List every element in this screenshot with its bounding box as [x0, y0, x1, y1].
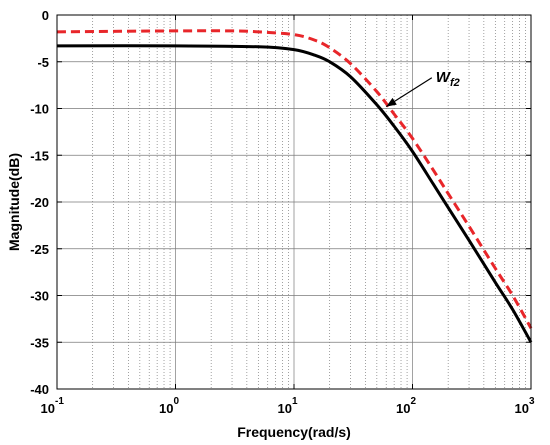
x-tick-label: 10 -1: [41, 396, 65, 416]
tick-marks: [56, 14, 532, 390]
y-tick-label: -25: [30, 242, 49, 257]
annotation-layer: Wf2: [385, 69, 460, 108]
annotation-text: W: [436, 69, 452, 86]
series-line-2: [56, 29, 533, 329]
x-tick-labels: 10 -1 10 0 10 1 10 2 10 3: [41, 396, 535, 416]
x-tick-label: 10 3: [515, 396, 535, 416]
annotation-arrow-head: [386, 97, 397, 107]
y-tick-label: -10: [30, 102, 49, 117]
annotation-label: Wf2: [436, 69, 460, 89]
x-tick-label: 10 0: [159, 396, 179, 416]
x-tick-label-exponent: 2: [411, 396, 417, 407]
y-tick-label: -20: [30, 195, 49, 210]
x-tick-label-base: 10: [159, 401, 173, 416]
x-tick-label-exponent: 0: [174, 396, 180, 407]
x-tick-label-base: 10: [278, 401, 292, 416]
annotation-subscript: f2: [450, 77, 460, 89]
y-tick-label: -35: [30, 335, 49, 350]
y-tick-label: -30: [30, 289, 49, 304]
x-tick-label-exponent: 1: [292, 396, 298, 407]
y-tick-label: -15: [30, 148, 49, 163]
x-axis-label: Frequency(rad/s): [237, 424, 351, 440]
y-tick-label: -40: [30, 382, 49, 397]
series-layer: [56, 29, 533, 343]
x-tick-label-exponent: -1: [55, 396, 64, 407]
x-tick-label: 10 1: [278, 396, 298, 416]
y-tick-label: 0: [42, 8, 49, 23]
y-axis-label: Magnitude(dB): [6, 153, 22, 251]
y-tick-labels: 0 -5 -10 -15 -20 -25 -30 -35 -40: [30, 8, 49, 397]
series-line-1: [56, 44, 533, 343]
x-tick-label-exponent: 3: [529, 396, 535, 407]
x-tick-label-base: 10: [515, 401, 529, 416]
x-tick-label: 10 2: [396, 396, 416, 416]
x-tick-label-base: 10: [396, 401, 410, 416]
x-tick-label-base: 10: [41, 401, 55, 416]
y-tick-label: -5: [37, 55, 49, 70]
